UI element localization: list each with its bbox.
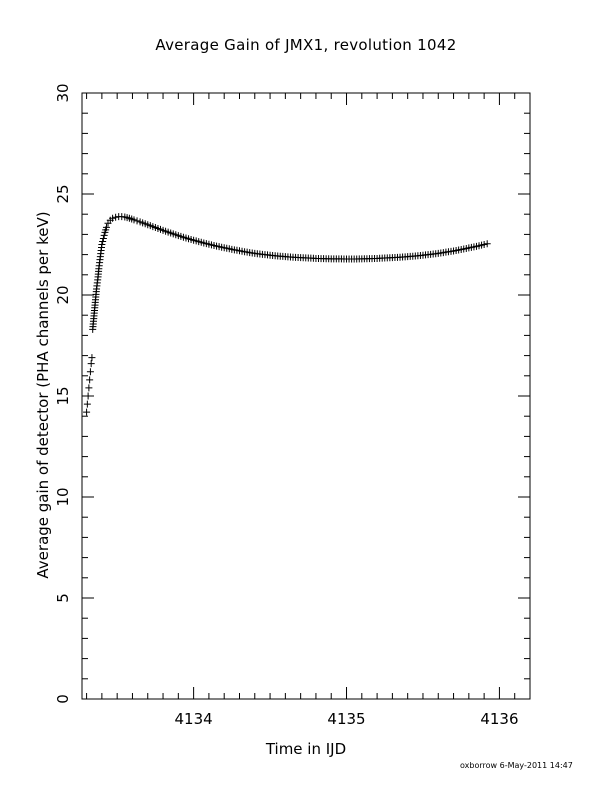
data-point-marker	[102, 223, 110, 231]
footer-credit: oxborrow 6-May-2011 14:47	[460, 761, 573, 770]
data-series	[83, 213, 491, 416]
y-axis-label: Average gain of detector (PHA channels p…	[34, 211, 52, 579]
x-axis: 4134 4135 4136	[86, 93, 531, 728]
y-tick-label: 15	[54, 386, 72, 405]
data-point-marker	[99, 234, 107, 242]
y-tick-label: 30	[54, 83, 72, 102]
data-point-marker	[88, 354, 96, 362]
plot-frame	[81, 92, 531, 700]
data-point-marker	[483, 240, 491, 248]
x-tick-label: 4135	[327, 710, 365, 728]
data-point-marker	[86, 368, 94, 376]
data-point-marker	[109, 214, 117, 222]
y-axis-label-wrap: Average gain of detector (PHA channels p…	[33, 90, 53, 700]
y-axis: 0 5 10 15 20 25 30	[54, 83, 530, 704]
data-point-marker	[112, 213, 120, 221]
y-tick-label: 5	[54, 593, 72, 603]
y-tick-label: 10	[54, 487, 72, 506]
data-point-marker	[130, 216, 138, 224]
y-tick-label: 20	[54, 285, 72, 304]
data-point-marker	[85, 384, 93, 392]
data-point-marker	[87, 360, 95, 368]
x-tick-label: 4136	[480, 710, 518, 728]
y-tick-label: 0	[54, 694, 72, 704]
data-point-marker	[86, 376, 94, 384]
data-point-marker	[480, 241, 488, 248]
data-point-marker	[100, 231, 108, 239]
y-tick-label: 25	[54, 184, 72, 203]
data-point-marker	[84, 392, 92, 400]
chart-title: Average Gain of JMX1, revolution 1042	[155, 36, 457, 54]
data-point-marker	[99, 237, 107, 245]
data-point-marker	[133, 217, 141, 225]
data-point-marker	[83, 400, 91, 408]
x-tick-label: 4134	[175, 710, 213, 728]
data-point-marker	[83, 408, 91, 416]
data-point-marker	[98, 241, 106, 248]
x-axis-label: Time in IJD	[265, 740, 347, 758]
